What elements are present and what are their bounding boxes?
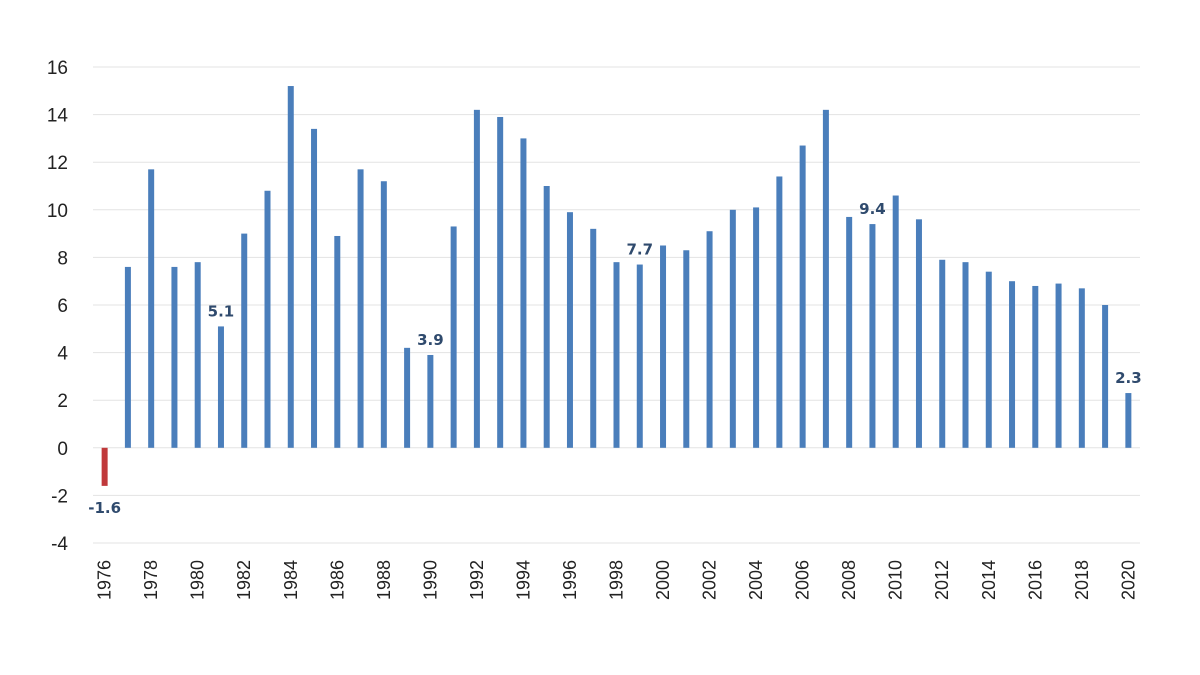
data-label-1999: 7.7 bbox=[626, 241, 653, 259]
bar-2018 bbox=[1078, 288, 1085, 448]
bar-2009 bbox=[869, 224, 876, 448]
data-label-1990: 3.9 bbox=[417, 331, 444, 349]
bar-1998 bbox=[613, 262, 620, 448]
x-tick-label: 1976 bbox=[95, 560, 115, 600]
data-label-1976: -1.6 bbox=[88, 499, 121, 517]
bar-1993 bbox=[497, 116, 504, 448]
bar-1976 bbox=[101, 447, 108, 486]
bar-2004 bbox=[753, 207, 760, 448]
bar-1997 bbox=[590, 228, 597, 448]
data-labels: -1.6 5.1 3.9 7.7 9.4 2.3 bbox=[88, 200, 1141, 517]
x-tick-label: 1992 bbox=[467, 560, 487, 600]
bar-1995 bbox=[543, 186, 550, 448]
y-tick-label: 10 bbox=[47, 201, 68, 222]
bars bbox=[101, 86, 1132, 486]
bar-1999 bbox=[636, 264, 643, 448]
bar-2008 bbox=[846, 216, 853, 448]
bar-1990 bbox=[427, 354, 434, 448]
bar-2019 bbox=[1102, 305, 1109, 448]
bar-1983 bbox=[264, 190, 271, 448]
bar-2013 bbox=[962, 262, 969, 448]
y-tick-label: 14 bbox=[47, 106, 69, 127]
x-tick-label: 1986 bbox=[327, 560, 347, 600]
x-tick-label: 2000 bbox=[653, 560, 673, 600]
bar-2014 bbox=[985, 271, 992, 448]
bar-1985 bbox=[311, 128, 318, 448]
y-tick-label: 6 bbox=[57, 296, 68, 317]
bar-2000 bbox=[660, 245, 667, 448]
x-tick-label: 1990 bbox=[420, 560, 440, 600]
bar-2007 bbox=[822, 109, 829, 448]
x-tick-label: 2006 bbox=[793, 560, 813, 600]
data-label-2020: 2.3 bbox=[1115, 369, 1142, 387]
bar-1979 bbox=[171, 266, 178, 448]
bar-1996 bbox=[566, 212, 573, 448]
x-tick-label: 2014 bbox=[979, 560, 999, 600]
bar-2006 bbox=[799, 145, 806, 448]
bar-1978 bbox=[148, 169, 155, 448]
x-tick-label: 1996 bbox=[560, 560, 580, 600]
bar-1981 bbox=[217, 326, 224, 448]
y-axis-ticks: -4 -2 0 2 4 6 8 10 12 14 16 bbox=[47, 58, 69, 555]
data-label-1981: 5.1 bbox=[208, 302, 235, 320]
x-tick-label: 2020 bbox=[1118, 560, 1138, 600]
bar-2012 bbox=[939, 259, 946, 448]
y-tick-label: 2 bbox=[57, 391, 68, 412]
x-tick-label: 2010 bbox=[886, 560, 906, 600]
bar-1994 bbox=[520, 138, 527, 448]
bar-1986 bbox=[334, 235, 341, 448]
bar-2003 bbox=[729, 209, 736, 448]
bar-1980 bbox=[194, 262, 201, 448]
bar-2016 bbox=[1032, 285, 1039, 448]
y-tick-label: 12 bbox=[47, 153, 68, 174]
y-tick-label: 4 bbox=[57, 344, 68, 365]
bar-1992 bbox=[473, 109, 480, 448]
bar-2011 bbox=[915, 219, 922, 448]
y-tick-label: 0 bbox=[57, 439, 68, 460]
x-tick-label: 2008 bbox=[839, 560, 859, 600]
x-tick-label: 1980 bbox=[188, 560, 208, 600]
bar-1991 bbox=[450, 226, 457, 448]
x-tick-label: 1998 bbox=[607, 560, 627, 600]
x-tick-label: 1994 bbox=[513, 560, 533, 600]
bar-2001 bbox=[683, 250, 690, 448]
bar-1984 bbox=[287, 86, 294, 448]
data-label-2009: 9.4 bbox=[859, 200, 886, 218]
x-tick-label: 2016 bbox=[1025, 560, 1045, 600]
bar-1977 bbox=[124, 266, 131, 448]
x-tick-label: 2002 bbox=[700, 560, 720, 600]
x-tick-label: 2012 bbox=[932, 560, 952, 600]
bar-2010 bbox=[892, 195, 899, 448]
y-tick-label: 8 bbox=[57, 248, 68, 269]
bar-2020 bbox=[1125, 393, 1132, 448]
x-tick-label: 2004 bbox=[746, 560, 766, 600]
bar-2015 bbox=[1009, 281, 1016, 448]
x-axis-ticks: 1976 1978 1980 1982 1984 1986 1988 1990 1992 1994… bbox=[95, 560, 1139, 600]
bar-1988 bbox=[380, 181, 387, 448]
bar-2017 bbox=[1055, 283, 1062, 448]
x-tick-label: 1978 bbox=[141, 560, 161, 600]
y-tick-label: 16 bbox=[47, 58, 68, 79]
y-tick-label: -2 bbox=[51, 486, 68, 507]
bar-1989 bbox=[404, 347, 411, 448]
y-tick-label: -4 bbox=[51, 534, 68, 555]
bar-2005 bbox=[776, 176, 783, 448]
x-tick-label: 1988 bbox=[374, 560, 394, 600]
bar-1987 bbox=[357, 169, 364, 448]
x-tick-label: 1984 bbox=[281, 560, 301, 600]
bar-1982 bbox=[241, 233, 248, 448]
x-tick-label: 1982 bbox=[234, 560, 254, 600]
x-tick-label: 2018 bbox=[1072, 560, 1092, 600]
bar-2002 bbox=[706, 231, 713, 448]
